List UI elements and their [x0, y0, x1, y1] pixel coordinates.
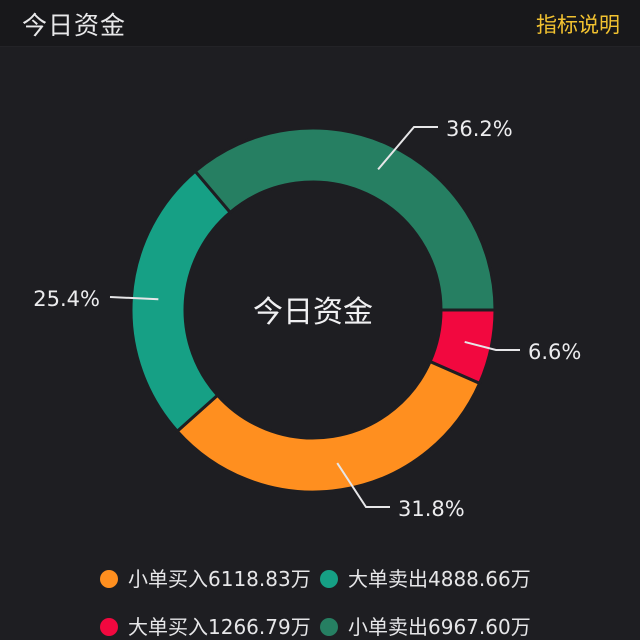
- label-leader-line: [464, 340, 520, 351]
- center-label: 今日资金: [253, 295, 373, 330]
- legend-swatch: [100, 617, 118, 636]
- legend-label: 大单买入1266.79万: [128, 615, 311, 639]
- label-leader-line: [109, 296, 159, 301]
- legend-label: 大单卖出4888.66万: [348, 567, 531, 591]
- label-leader-line: [377, 126, 438, 170]
- slice-percent-label: 25.4%: [33, 287, 100, 311]
- label-leader-line: [336, 462, 390, 508]
- legend-item-large-buy: 大单买入1266.79万: [100, 612, 311, 640]
- legend-item-small-buy: 小单买入6118.83万: [100, 564, 311, 594]
- legend-label: 小单买入6118.83万: [128, 567, 311, 591]
- legend-item-small-sell: 小单卖出6967.60万: [320, 612, 531, 640]
- donut-slices: [129, 126, 497, 494]
- label-leaders: 6.6% 31.8% 25.4% 36.2%: [33, 117, 581, 521]
- slice-percent-label: 31.8%: [398, 497, 465, 521]
- legend-swatch: [100, 569, 118, 588]
- legend-swatch: [320, 617, 338, 636]
- slice-percent-label: 36.2%: [446, 117, 513, 141]
- header-bar: 今日资金 指标说明: [0, 0, 640, 47]
- donut-slice: [129, 169, 233, 434]
- donut-slice: [193, 126, 497, 312]
- legend-swatch: [320, 569, 338, 588]
- donut-slice: [175, 359, 482, 494]
- indicator-help-link[interactable]: 指标说明: [536, 13, 620, 37]
- page-title: 今日资金: [22, 11, 127, 40]
- legend-item-large-sell: 大单卖出4888.66万: [320, 564, 531, 594]
- slice-percent-label: 6.6%: [528, 340, 581, 364]
- legend-label: 小单卖出6967.60万: [348, 615, 531, 639]
